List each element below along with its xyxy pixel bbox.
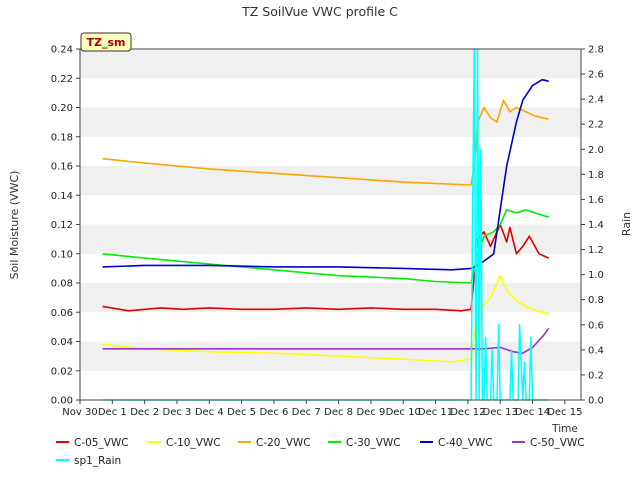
y2-tick-label: 2.8 (588, 45, 604, 56)
y2-tick-label: 1.6 (588, 195, 604, 206)
x-tick-label: Dec 15 (547, 407, 582, 418)
grid-band (80, 312, 581, 342)
x-tick-label: Dec 10 (386, 407, 421, 418)
y2-tick-label: 0.0 (588, 396, 604, 407)
y2-tick-label: 2.2 (588, 120, 604, 131)
grid-bands (80, 49, 581, 400)
series-line-C-10_VWC (102, 274, 549, 363)
y-axis: 0.00 0.02 0.04 0.06 0.08 0.10 0.12 0.14 0.16 0.18… (51, 45, 80, 407)
legend-label: sp1_Rain (74, 455, 121, 467)
legend-item-sp1_Rain: sp1_Rain (56, 455, 121, 467)
grid-band (80, 107, 581, 137)
y2-tick-label: 0.6 (588, 320, 604, 331)
legend-label: C-40_VWC (438, 437, 493, 449)
y-tick-label: 0.10 (51, 249, 73, 260)
x-axis: Nov 30 Dec 1 Dec 2 Dec 3 Dec 4 Dec 5 Dec 6 Dec … (62, 400, 582, 418)
legend-label: C-10_VWC (166, 437, 221, 449)
y2-tick-label: 2.0 (588, 145, 604, 156)
grid-band (80, 253, 581, 283)
badge: TZ_sm (80, 32, 132, 52)
y2-tick-label: 0.8 (588, 295, 604, 306)
x-axis-label: Time (551, 423, 578, 435)
x-tick-label: Dec 13 (483, 407, 518, 418)
legend-item-C-20_VWC: C-20_VWC (238, 437, 311, 449)
y-tick-label: 0.12 (51, 220, 73, 231)
y2-tick-label: 1.8 (588, 170, 604, 181)
y2-tick-label: 1.0 (588, 270, 604, 281)
x-tick-label: Dec 5 (227, 407, 256, 418)
y2-tick-label: 2.6 (588, 70, 604, 81)
x-tick-label: Dec 12 (450, 407, 485, 418)
y2-tick-label: 0.4 (588, 345, 604, 356)
series-line-C-05_VWC (102, 223, 550, 312)
legend-label: C-05_VWC (74, 437, 129, 449)
legend-item-C-10_VWC: C-10_VWC (148, 437, 221, 449)
legend-label: C-50_VWC (530, 437, 585, 449)
y-tick-label: 0.08 (51, 279, 73, 290)
y-tick-label: 0.00 (51, 396, 73, 407)
x-tick-label: Dec 11 (418, 407, 453, 418)
badge-label: TZ_sm (87, 36, 126, 49)
grid-band (80, 195, 581, 225)
grid-band (80, 78, 581, 108)
y2-tick-label: 2.4 (588, 95, 604, 106)
y2-tick-label: 1.4 (588, 220, 604, 231)
y-tick-label: 0.04 (51, 337, 73, 348)
legend-item-C-30_VWC: C-30_VWC (328, 437, 401, 449)
y-tick-label: 0.24 (51, 45, 73, 56)
y-tick-label: 0.14 (51, 191, 73, 202)
grid-band (80, 49, 581, 79)
y-tick-label: 0.06 (51, 308, 73, 319)
x-tick-label: Dec 14 (515, 407, 550, 418)
y2-axis-label: Rain (620, 212, 633, 236)
legend-label: C-30_VWC (346, 437, 401, 449)
y-axis-label: Soil Moisture (VWC) (8, 171, 21, 280)
y-tick-label: 0.16 (51, 162, 73, 173)
x-tick-label: Dec 9 (356, 407, 385, 418)
legend-item-C-50_VWC: C-50_VWC (512, 437, 585, 449)
legend-item-C-05_VWC: C-05_VWC (56, 437, 129, 449)
x-tick-label: Nov 30 (62, 407, 97, 418)
chart-title: TZ SoilVue VWC profile C (241, 4, 398, 19)
y-tick-label: 0.02 (51, 366, 73, 377)
y-tick-label: 0.20 (51, 103, 73, 114)
y2-tick-label: 0.2 (588, 370, 604, 381)
y2-axis: 0.0 0.2 0.4 0.6 0.8 1.0 1.2 1.4 1.6 1.8 2.0 2.2 2.4 2… (581, 45, 604, 407)
x-tick-label: Dec 1 (98, 407, 127, 418)
x-tick-label: Dec 8 (324, 407, 353, 418)
series-line-C-20_VWC (102, 99, 549, 186)
x-tick-label: Dec 2 (130, 407, 159, 418)
grid-band (80, 136, 581, 166)
x-tick-label: Dec 6 (259, 407, 288, 418)
x-tick-label: Dec 7 (292, 407, 321, 418)
legend-item-C-40_VWC: C-40_VWC (420, 437, 493, 449)
legend: C-05_VWC C-10_VWC C-20_VWC C-30_VWC C-40_VWC… (56, 437, 585, 467)
y-tick-label: 0.18 (51, 132, 73, 143)
grid-band (80, 166, 581, 196)
legend-label: C-20_VWC (256, 437, 311, 449)
x-tick-label: Dec 4 (195, 407, 224, 418)
grid-band (80, 370, 581, 400)
x-tick-label: Dec 3 (163, 407, 192, 418)
y-tick-label: 0.22 (51, 74, 73, 85)
y2-tick-label: 1.2 (588, 245, 604, 256)
